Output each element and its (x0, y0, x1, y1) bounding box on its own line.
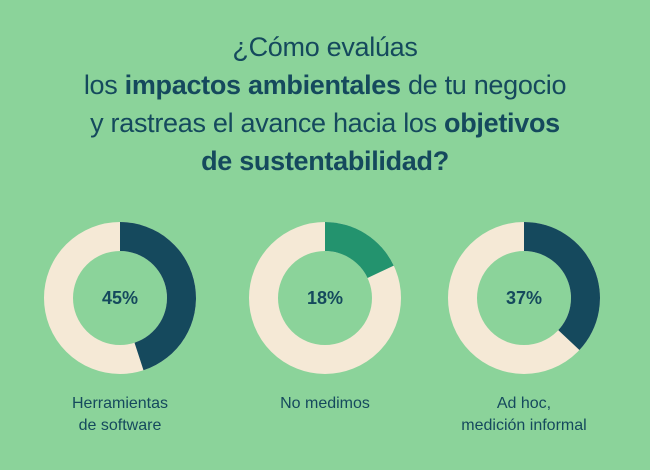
title-emphasis: de sustentabilidad? (201, 146, 449, 176)
chart-title: ¿Cómo evalúas los impactos ambientales d… (0, 28, 650, 180)
donut-slice (524, 222, 600, 351)
donut-chart-no-medimos: 18% (245, 218, 405, 378)
title-emphasis: objetivos (444, 108, 560, 138)
donut-slice (120, 222, 196, 371)
category-label-software: Herramientas de software (71, 395, 169, 434)
donut-chart-ad-hoc: 37% (444, 218, 604, 378)
donut-chart-software: 45% (40, 218, 200, 378)
donut-slice (325, 222, 394, 278)
donut-svg (249, 222, 401, 374)
donut-svg (44, 222, 196, 374)
data-label: 18% (306, 288, 344, 308)
title-line-4: de sustentabilidad? (0, 142, 650, 180)
donut-svg (448, 222, 600, 374)
data-label: 37% (505, 288, 543, 308)
data-label: 45% (101, 288, 139, 308)
title-line-1: ¿Cómo evalúas (232, 32, 418, 62)
title-line-3: y rastreas el avance hacia los objetivos (90, 108, 560, 138)
title-line-2: los impactos ambientales de tu negocio (83, 70, 567, 100)
category-label-ad-hoc: Ad hoc, medición informal (461, 395, 587, 434)
category-label-no-medimos: No medimos (280, 395, 370, 412)
title-emphasis: impactos ambientales (124, 70, 401, 100)
